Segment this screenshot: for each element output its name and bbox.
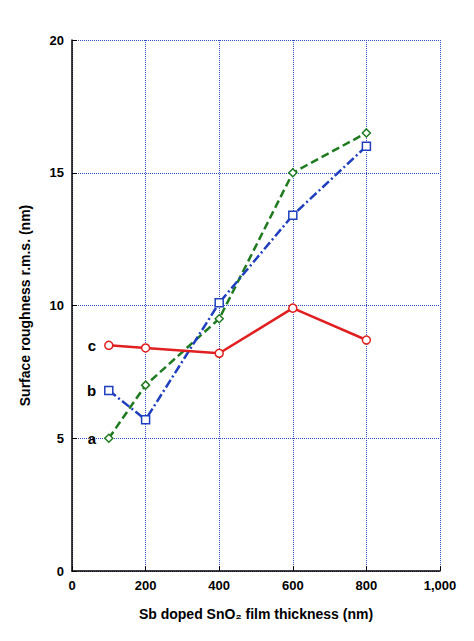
svg-text:0: 0 xyxy=(57,564,64,579)
svg-text:400: 400 xyxy=(208,578,230,593)
svg-text:800: 800 xyxy=(356,578,378,593)
svg-text:Surface roughness r.m.s. (nm): Surface roughness r.m.s. (nm) xyxy=(17,205,33,407)
svg-text:0: 0 xyxy=(68,578,75,593)
svg-text:20: 20 xyxy=(50,33,64,48)
svg-text:200: 200 xyxy=(135,578,157,593)
svg-text:1,000: 1,000 xyxy=(424,578,457,593)
svg-text:a: a xyxy=(88,430,97,447)
svg-text:600: 600 xyxy=(282,578,304,593)
svg-text:10: 10 xyxy=(50,298,64,313)
svg-text:b: b xyxy=(87,382,96,399)
svg-text:15: 15 xyxy=(50,165,64,180)
svg-text:c: c xyxy=(88,337,96,354)
svg-text:5: 5 xyxy=(57,431,64,446)
svg-text:Sb doped SnO₂ film thickness (: Sb doped SnO₂ film thickness (nm) xyxy=(139,606,373,622)
